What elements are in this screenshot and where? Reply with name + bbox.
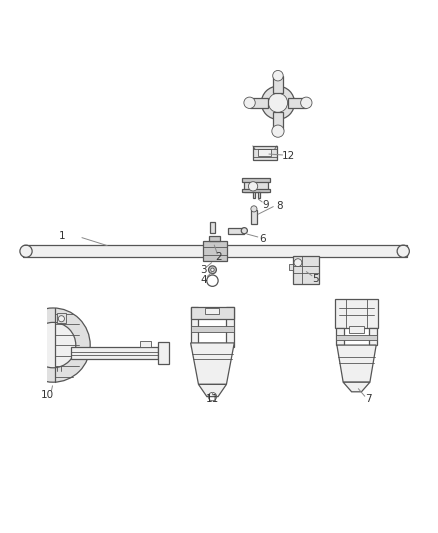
Circle shape (294, 259, 302, 266)
Bar (258, 149, 272, 156)
Text: 8: 8 (276, 201, 283, 211)
Text: 2: 2 (215, 252, 222, 262)
Text: 6: 6 (259, 233, 266, 244)
Bar (205, 308, 219, 314)
Text: 5: 5 (313, 274, 319, 284)
Circle shape (208, 266, 216, 274)
Text: 7: 7 (365, 394, 371, 404)
Bar (349, 326, 364, 333)
Bar (242, 189, 270, 192)
Bar (141, 341, 151, 348)
Circle shape (20, 245, 32, 257)
Polygon shape (250, 98, 268, 108)
Polygon shape (343, 382, 370, 392)
Bar (253, 192, 255, 198)
Polygon shape (191, 343, 234, 384)
Polygon shape (273, 76, 283, 93)
Bar (335, 299, 378, 328)
Circle shape (244, 97, 255, 108)
Polygon shape (191, 306, 198, 348)
Text: 4: 4 (200, 274, 207, 285)
Circle shape (273, 70, 283, 81)
Polygon shape (288, 98, 306, 108)
Circle shape (30, 322, 76, 368)
Bar (191, 306, 234, 319)
Bar (244, 180, 268, 192)
Polygon shape (337, 345, 376, 382)
Text: 10: 10 (41, 390, 54, 400)
Circle shape (300, 97, 312, 108)
Bar (258, 192, 260, 198)
Bar (253, 146, 277, 160)
Text: 9: 9 (263, 200, 269, 210)
Bar (209, 236, 220, 241)
Bar (251, 210, 257, 224)
Polygon shape (336, 328, 344, 345)
Bar (228, 228, 244, 234)
Text: 1: 1 (59, 230, 65, 240)
Bar (203, 241, 226, 261)
Bar (293, 256, 319, 284)
Circle shape (272, 125, 284, 138)
Text: 11: 11 (206, 394, 219, 404)
Circle shape (58, 316, 64, 322)
Polygon shape (226, 306, 234, 348)
Polygon shape (198, 384, 226, 397)
Polygon shape (71, 348, 158, 359)
Bar (158, 342, 169, 364)
Polygon shape (273, 112, 283, 131)
Bar (336, 335, 378, 340)
Bar (210, 222, 215, 233)
Bar (0, 304, 46, 386)
Polygon shape (369, 328, 378, 345)
Text: 12: 12 (281, 151, 295, 161)
Circle shape (261, 86, 294, 119)
Text: 3: 3 (200, 264, 207, 274)
Bar (22, 245, 407, 257)
Circle shape (268, 93, 288, 112)
Bar (242, 178, 270, 182)
Circle shape (241, 228, 247, 234)
Circle shape (248, 182, 258, 191)
Circle shape (211, 268, 214, 271)
Circle shape (251, 206, 257, 212)
Bar (57, 313, 66, 323)
Polygon shape (201, 343, 224, 348)
Circle shape (397, 245, 410, 257)
Bar (289, 264, 293, 270)
Bar (191, 326, 234, 332)
Circle shape (16, 308, 90, 382)
